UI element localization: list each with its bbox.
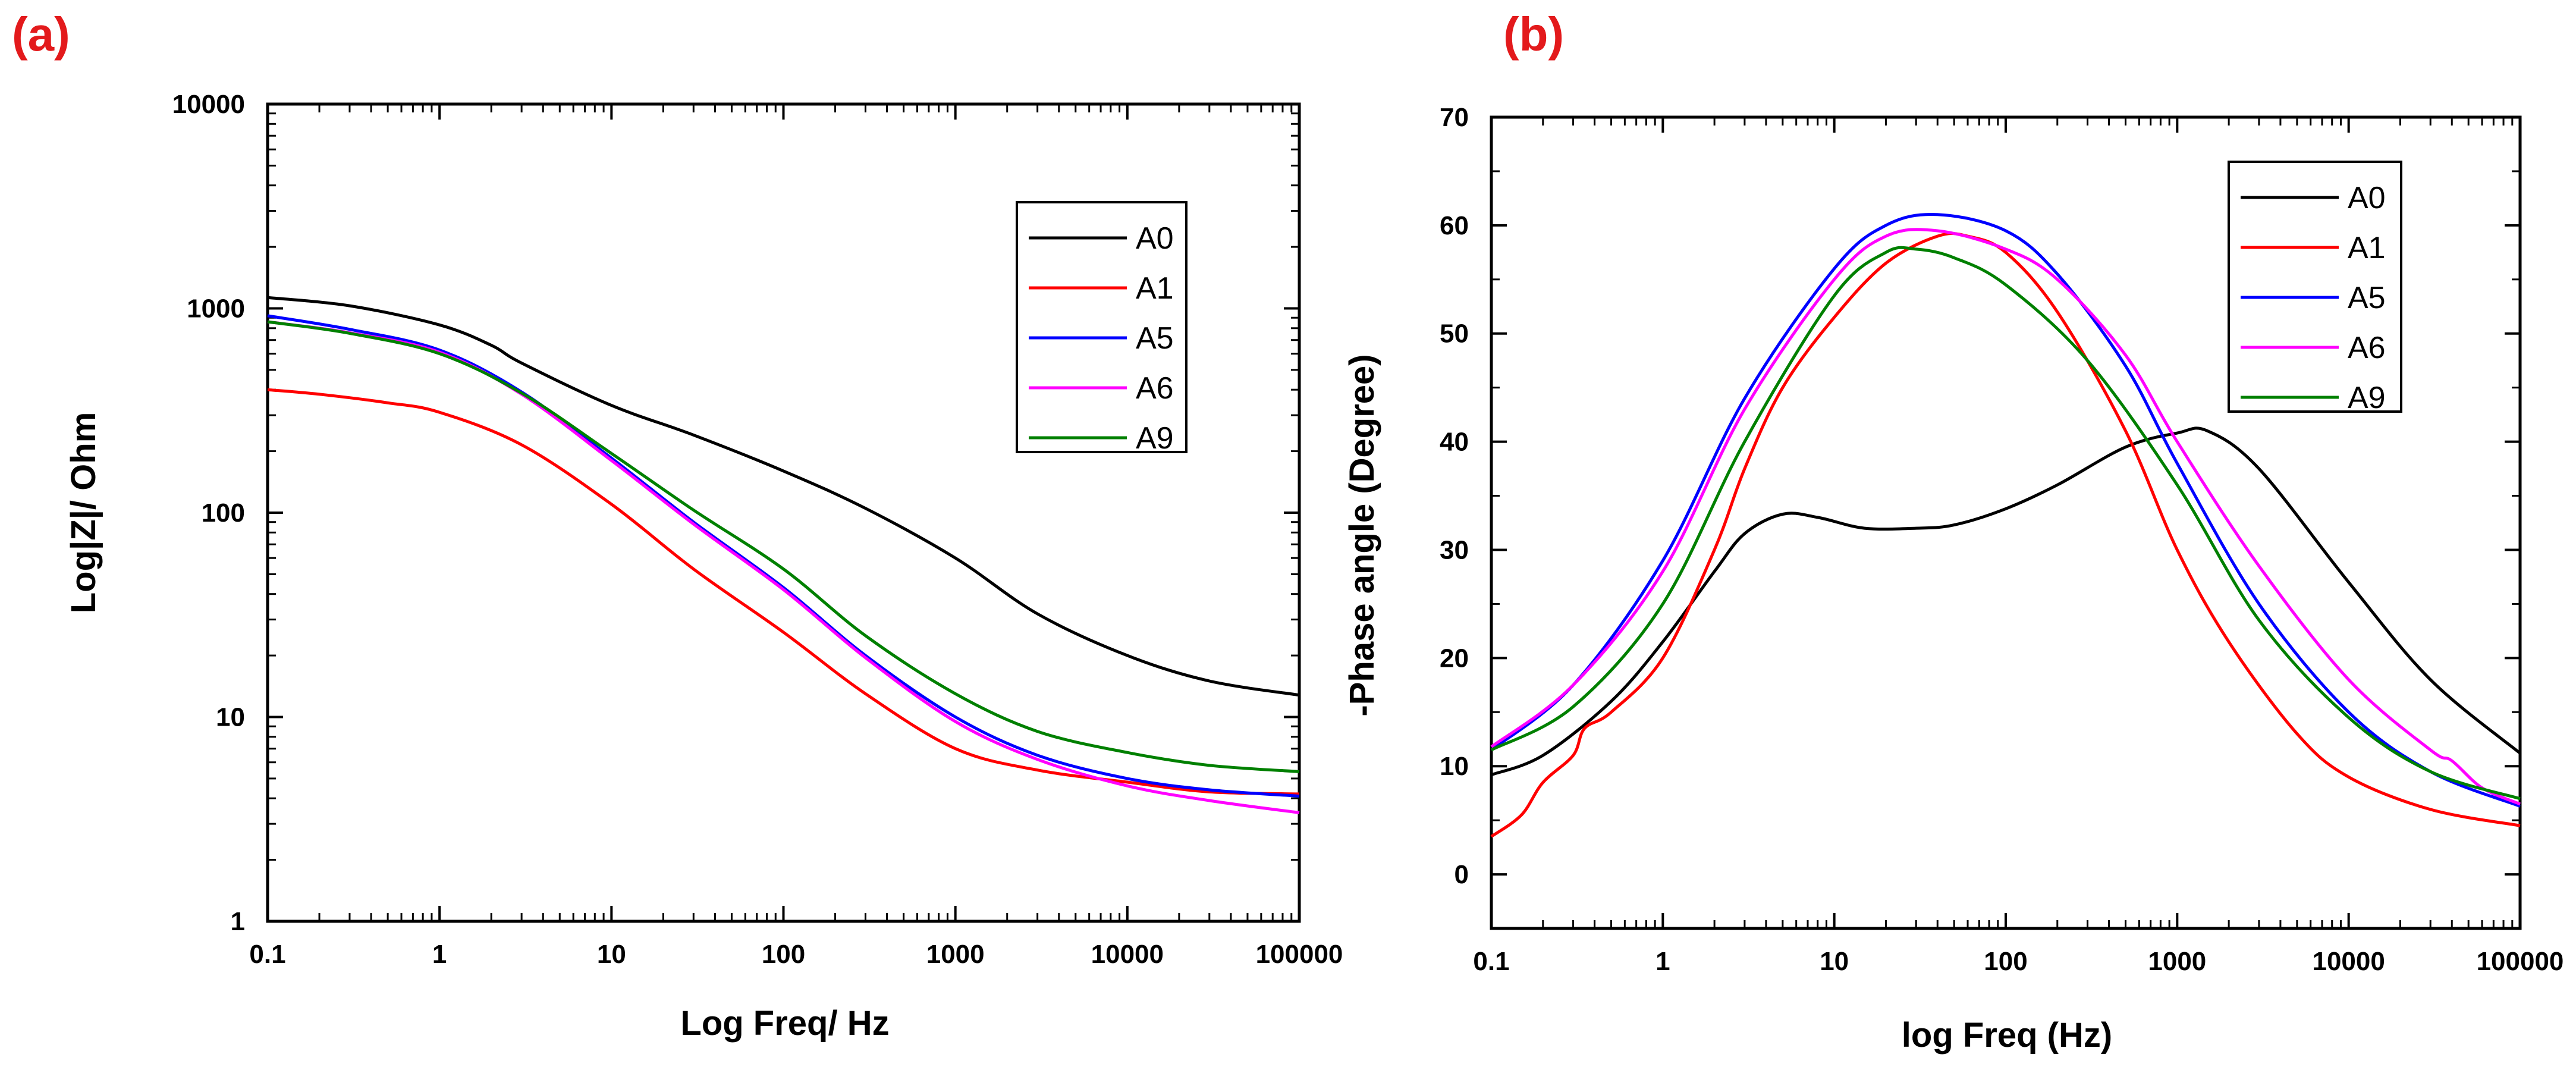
y-tick-label: 40 (1440, 428, 1469, 457)
x-tick-label: 10 (597, 940, 626, 969)
series-line-a9 (1490, 246, 2521, 801)
phase-angle-chart: (b) 0.1 1 10 100 1000 10000 100000 0 10 20 30 40 50… (1343, 8, 2564, 1055)
series-lines-b (1490, 212, 2521, 838)
y-tick-label: 60 (1440, 211, 1469, 240)
legend-label-a0: A0 (2348, 181, 2386, 215)
legend-label-a1: A1 (1136, 271, 1174, 306)
y-axis-title-b: -Phase angle (Degree) (1343, 354, 1381, 716)
series-line-a1 (1490, 232, 2521, 838)
series-line-a6 (1490, 228, 2521, 806)
series-line-a0 (267, 296, 1300, 697)
x-tick-label: 100000 (2477, 947, 2564, 976)
legend-box-a (1016, 201, 1188, 453)
y-tick-label: 20 (1440, 644, 1469, 673)
x-tick-label: 0.1 (1473, 947, 1509, 976)
legend-label-a5: A5 (1136, 321, 1174, 356)
legend-a: A0 A1 A5 A6 A9 (1016, 201, 1188, 456)
panel-label-b: (b) (1503, 8, 1564, 61)
x-tick-label: 1000 (2148, 947, 2206, 976)
x-tick-label: 10000 (2312, 947, 2385, 976)
x-tick-labels-a: 0.1 1 10 100 1000 10000 100000 (249, 940, 1343, 969)
series-line-a0 (1491, 426, 2521, 777)
y-axis-title-a: Log|Z|/ Ohm (64, 412, 103, 614)
series-line-a5 (1490, 212, 2521, 808)
ticks-a (266, 103, 1300, 922)
x-tick-labels-b: 0.1 1 10 100 1000 10000 100000 (1473, 947, 2564, 976)
legend-label-a6: A6 (1136, 371, 1174, 406)
x-axis-title-a: Log Freq/ Hz (680, 1004, 889, 1043)
x-tick-label: 1 (432, 940, 447, 969)
series-line-a1 (267, 388, 1300, 796)
legend-b: A0 A1 A5 A6 A9 (2228, 161, 2402, 415)
x-tick-label: 100 (1984, 947, 2027, 976)
y-tick-labels-b: 0 10 20 30 40 50 60 70 (1440, 103, 1469, 889)
impedance-chart: (a) 0.1 1 10 100 1000 10000 100000 11010010001… (12, 8, 1343, 1043)
y-tick-label: 50 (1440, 319, 1469, 349)
legend-label-a6: A6 (2348, 331, 2386, 365)
x-tick-label: 1000 (926, 940, 985, 969)
y-tick-label: 1000 (187, 294, 245, 324)
panel-label-a: (a) (12, 8, 70, 61)
legend-label-a1: A1 (2348, 231, 2386, 265)
y-tick-label: 1 (231, 907, 245, 936)
x-tick-label: 10 (1820, 947, 1849, 976)
x-tick-label: 1 (1655, 947, 1670, 976)
x-axis-title-b: log Freq (Hz) (1902, 1016, 2112, 1055)
y-tick-label: 70 (1440, 103, 1469, 132)
y-tick-label: 10 (216, 703, 245, 732)
y-tick-label: 30 (1440, 535, 1469, 564)
series-lines-a (267, 296, 1300, 814)
ticks-b (1490, 116, 2521, 928)
x-tick-label: 100000 (1256, 940, 1343, 969)
y-tick-labels-a: 1 10 100 1000 10000 (172, 90, 245, 936)
legend-label-a9: A9 (2348, 381, 2386, 415)
legend-label-a0: A0 (1136, 221, 1174, 256)
y-tick-label: 0 (1455, 860, 1469, 889)
x-tick-label: 0.1 (249, 940, 285, 969)
series-line-a9 (267, 320, 1300, 773)
legend-box-b (2228, 161, 2402, 413)
series-line-a5 (267, 314, 1300, 798)
y-tick-label: 10000 (172, 90, 245, 119)
x-tick-label: 10000 (1091, 940, 1164, 969)
legend-label-a9: A9 (1136, 421, 1174, 456)
legend-label-a5: A5 (2348, 281, 2386, 315)
x-tick-label: 100 (762, 940, 805, 969)
y-tick-label: 100 (202, 498, 245, 528)
y-tick-label: 10 (1440, 752, 1469, 781)
